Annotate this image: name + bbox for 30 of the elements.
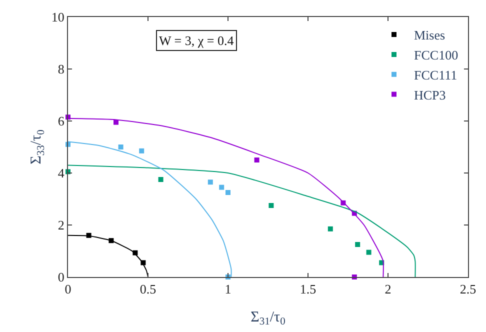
y-tick-label: 10 [51,10,64,25]
y-tick-label: 4 [58,166,65,181]
point [366,250,372,255]
x-axis-title: Σ$_{31}$/τ$_{0}$ [250,310,286,328]
point [226,190,230,195]
x-tick-label: 2.5 [460,282,476,297]
y-tick-label: 8 [58,62,64,77]
annotation: W = 3, χ = 0.4 [159,33,234,48]
point [139,148,144,154]
point [355,242,360,247]
legend-label: FCC100 [414,48,458,63]
y-tick-label: 0 [58,270,64,285]
x-tick-label: 0.5 [140,282,156,297]
point [114,120,118,125]
point [328,226,333,232]
point [118,144,124,150]
point [268,203,274,208]
x-tick-label: 1 [224,282,232,297]
x-tick-label: 2 [384,282,392,297]
y-tick-label: 2 [58,218,64,233]
point [254,158,260,162]
legend-label: FCC111 [414,67,458,82]
legend-label: Mises [414,28,446,43]
y-tick-label: 6 [58,114,65,129]
point [158,177,164,182]
x-tick-label: 1.5 [300,282,316,297]
point [219,184,224,190]
legend-label: HCP3 [414,87,446,102]
point [208,180,213,185]
line-series [68,164,416,277]
